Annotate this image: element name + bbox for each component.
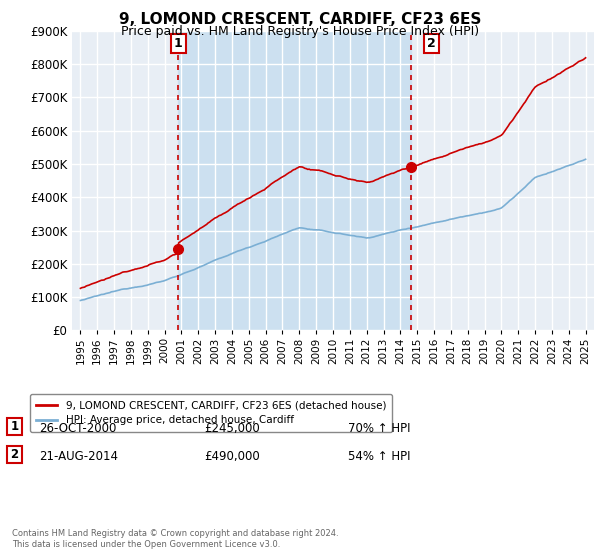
Bar [178, 31, 411, 330]
FancyBboxPatch shape [7, 446, 22, 463]
Text: 2: 2 [10, 447, 19, 461]
Text: 1: 1 [10, 419, 19, 433]
Text: 26-OCT-2000: 26-OCT-2000 [39, 422, 116, 435]
Text: 2: 2 [427, 37, 436, 50]
Text: 70% ↑ HPI: 70% ↑ HPI [348, 422, 410, 435]
Text: 1: 1 [174, 37, 183, 50]
Legend: 9, LOMOND CRESCENT, CARDIFF, CF23 6ES (detached house), HPI: Average price, deta: 9, LOMOND CRESCENT, CARDIFF, CF23 6ES (d… [30, 394, 392, 432]
Text: 21-AUG-2014: 21-AUG-2014 [39, 450, 118, 463]
FancyBboxPatch shape [7, 418, 22, 435]
Text: Price paid vs. HM Land Registry's House Price Index (HPI): Price paid vs. HM Land Registry's House … [121, 25, 479, 38]
Text: £245,000: £245,000 [204, 422, 260, 435]
Text: Contains HM Land Registry data © Crown copyright and database right 2024.
This d: Contains HM Land Registry data © Crown c… [12, 529, 338, 549]
Text: 54% ↑ HPI: 54% ↑ HPI [348, 450, 410, 463]
Text: 9, LOMOND CRESCENT, CARDIFF, CF23 6ES: 9, LOMOND CRESCENT, CARDIFF, CF23 6ES [119, 12, 481, 27]
Text: £490,000: £490,000 [204, 450, 260, 463]
